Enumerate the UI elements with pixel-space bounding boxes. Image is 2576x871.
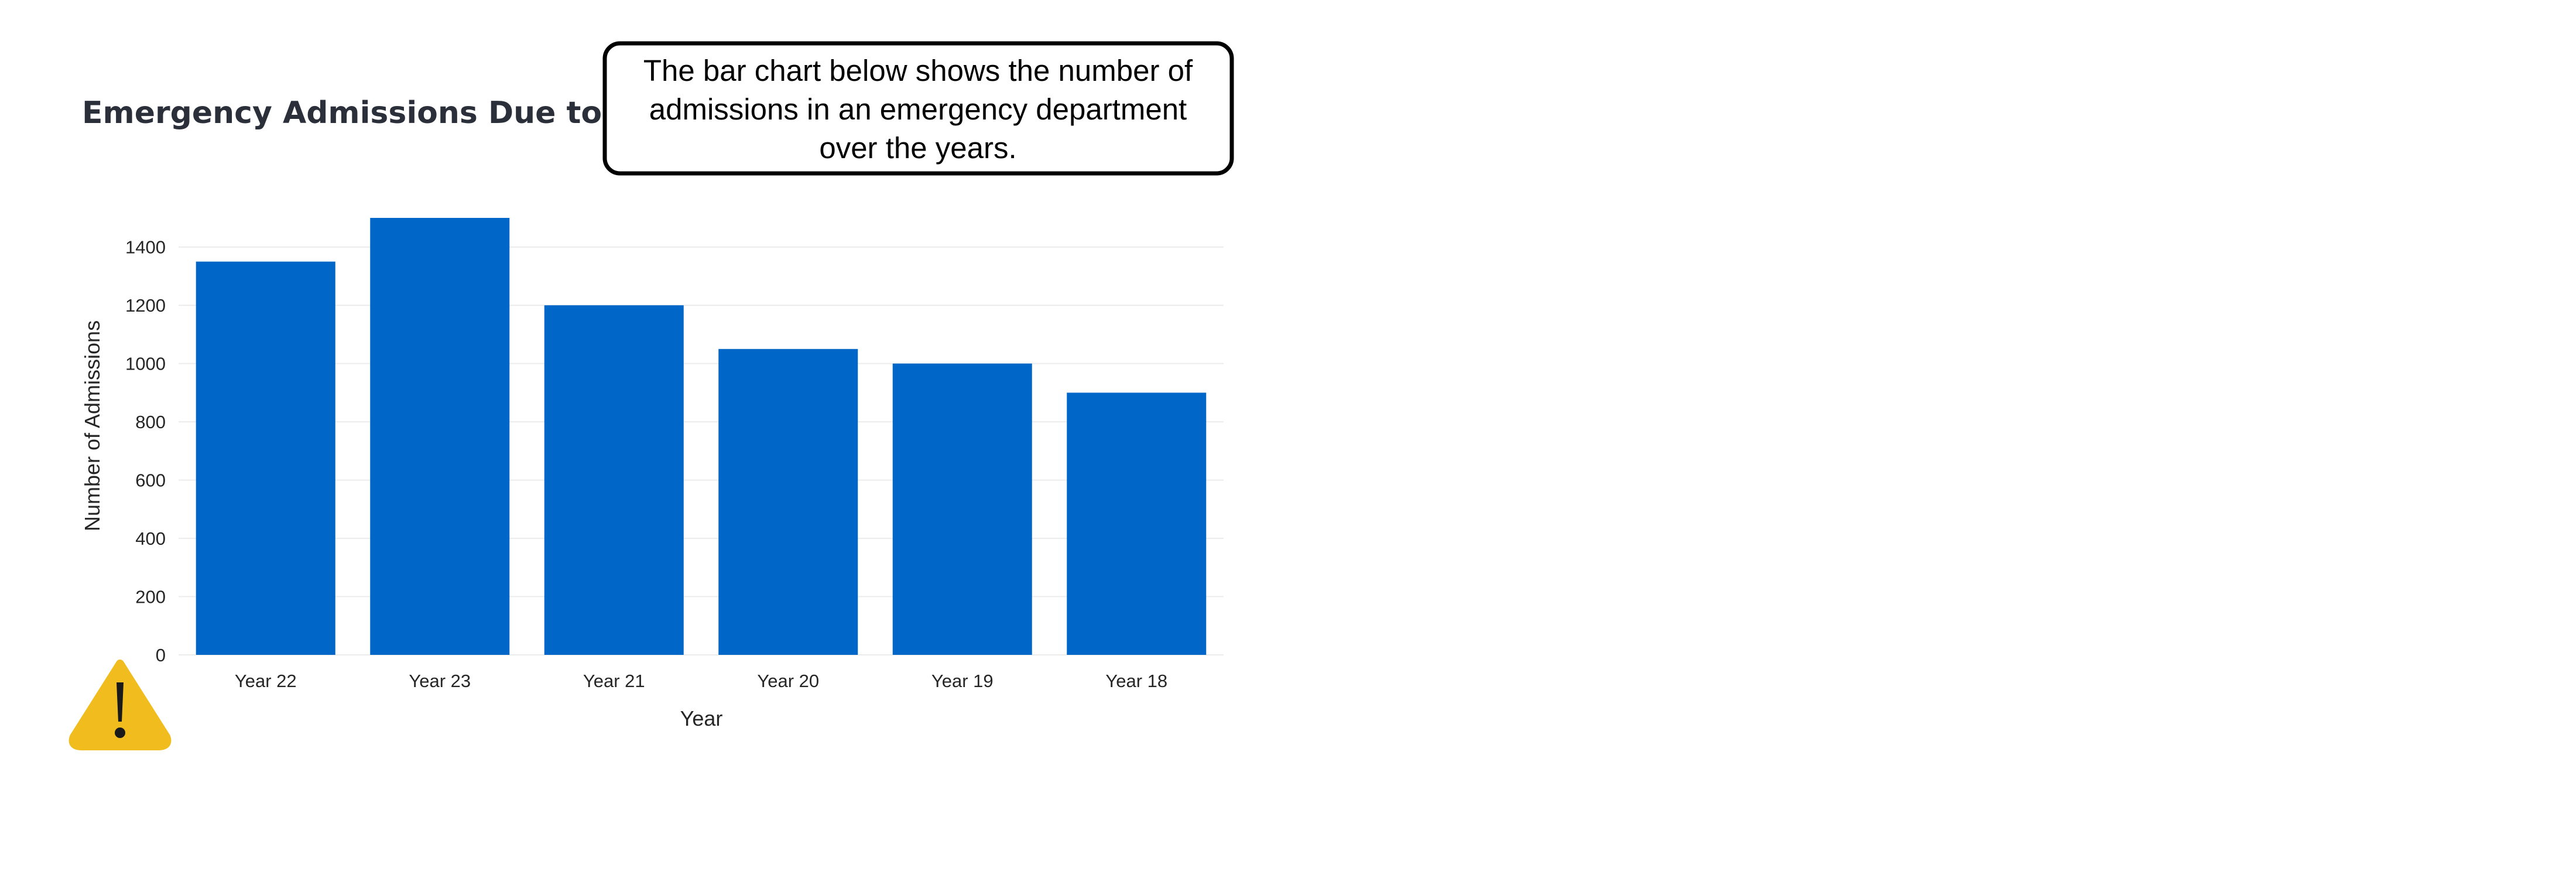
y-tick-label: 400 bbox=[135, 528, 166, 549]
x-tick-label: Year 20 bbox=[757, 671, 819, 691]
callout-box: The bar chart below shows the number of … bbox=[602, 41, 1234, 176]
bar-year-19 bbox=[892, 363, 1032, 655]
x-axis-label: Year bbox=[680, 706, 723, 730]
bar-year-23 bbox=[370, 218, 510, 655]
y-tick-label: 1200 bbox=[125, 295, 166, 316]
x-tick-label: Year 23 bbox=[409, 671, 471, 691]
y-tick-label: 1000 bbox=[125, 354, 166, 374]
y-tick-label: 800 bbox=[135, 412, 166, 432]
y-axis-label: Number of Admissions bbox=[80, 320, 104, 531]
y-tick-label: 200 bbox=[135, 587, 166, 607]
y-tick-label: 1400 bbox=[125, 237, 166, 258]
bar-year-18 bbox=[1067, 392, 1207, 655]
warning-icon bbox=[68, 660, 172, 750]
x-tick-label: Year 19 bbox=[931, 671, 994, 691]
x-tick-labels: Year 22 Year 23 Year 21 Year 20 Year 19 Year … bbox=[235, 671, 1167, 691]
callout-line-2: admissions in an emergency department bbox=[649, 93, 1187, 126]
y-tick-label: 600 bbox=[135, 470, 166, 491]
bar-year-22 bbox=[196, 261, 335, 655]
y-tick-labels: 0 200 400 600 800 1000 1200 1400 bbox=[125, 237, 166, 665]
callout-line-3: over the years. bbox=[819, 131, 1016, 165]
x-tick-label: Year 22 bbox=[235, 671, 297, 691]
callout-line-1: The bar chart below shows the number of bbox=[643, 54, 1193, 87]
gridlines bbox=[179, 246, 1224, 655]
x-tick-label: Year 18 bbox=[1105, 671, 1167, 691]
x-tick-label: Year 21 bbox=[583, 671, 645, 691]
bars bbox=[196, 218, 1207, 655]
y-tick-label: 0 bbox=[156, 645, 166, 665]
bar-year-20 bbox=[718, 349, 858, 655]
bar-year-21 bbox=[544, 305, 684, 655]
chart-title: Emergency Admissions Due to Flu bbox=[82, 95, 666, 131]
